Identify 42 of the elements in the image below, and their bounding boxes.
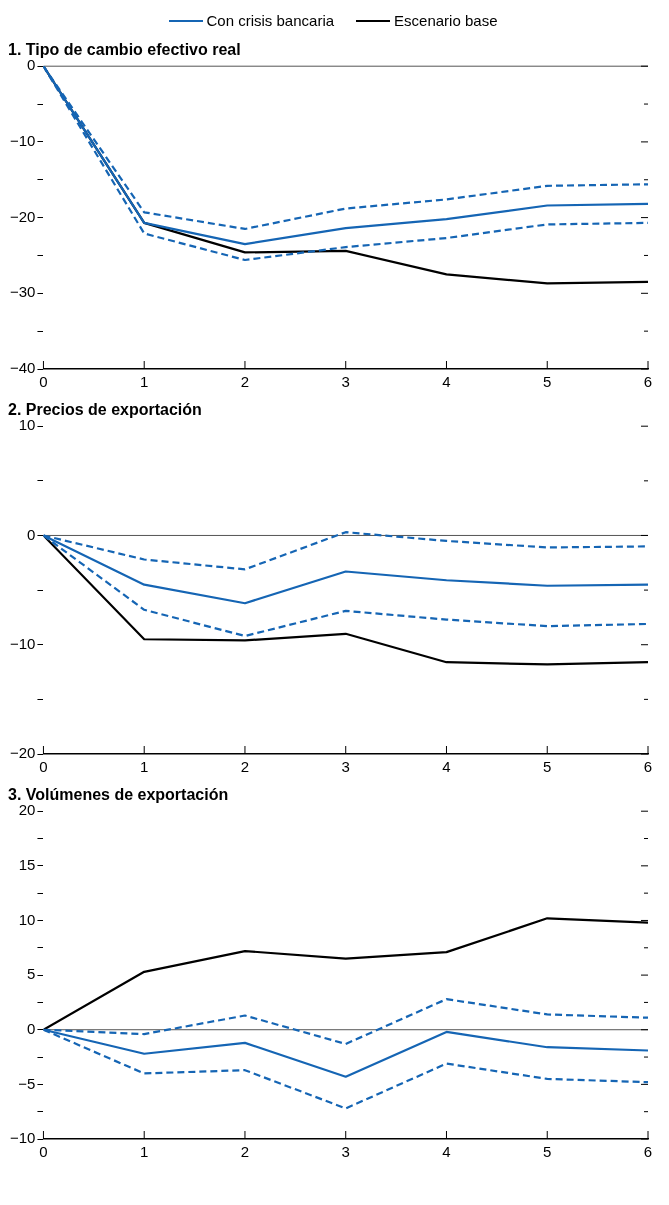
x-tick-label: 6	[643, 1143, 653, 1161]
x-tick-label: 3	[341, 373, 350, 391]
y-tick-label: 20	[18, 801, 36, 819]
x-tick-label: 1	[140, 373, 149, 391]
y-tick-label: 0	[27, 1019, 36, 1037]
y-tick-label: −10	[9, 132, 36, 150]
x-tick-label: 2	[240, 373, 250, 391]
x-tick-label: 5	[543, 758, 552, 776]
x-tick-label: 0	[39, 758, 48, 776]
y-tick-label: −10	[9, 1129, 36, 1147]
legend-label: Escenario base	[394, 12, 498, 29]
x-tick-label: 3	[341, 1143, 350, 1161]
y-tick-label: −20	[9, 744, 36, 762]
x-tick-label: 1	[140, 758, 149, 776]
x-tick-label: 3	[341, 758, 350, 776]
y-tick-label: 10	[18, 416, 36, 434]
y-tick-label: 0	[27, 525, 36, 543]
y-tick-label: −30	[9, 283, 36, 301]
y-tick-label: 0	[27, 56, 36, 74]
chart-title: 1. Tipo de cambio efectivo real	[8, 41, 241, 59]
legend-label: Con crisis bancaria	[206, 12, 335, 29]
x-tick-label: 4	[442, 373, 451, 391]
x-tick-label: 6	[643, 758, 653, 776]
y-tick-label: −5	[18, 1074, 36, 1092]
x-tick-label: 4	[442, 1143, 451, 1161]
x-tick-label: 2	[240, 1143, 250, 1161]
x-tick-label: 2	[240, 758, 250, 776]
y-tick-label: −20	[9, 207, 36, 225]
y-tick-label: 10	[18, 910, 36, 928]
y-tick-label: −10	[9, 634, 36, 652]
x-tick-label: 0	[39, 1143, 48, 1161]
y-tick-label: 15	[18, 855, 36, 873]
x-tick-label: 5	[543, 373, 552, 391]
x-tick-label: 6	[643, 373, 653, 391]
x-tick-label: 4	[442, 758, 451, 776]
chart-title: 3. Volúmenes de exportación	[8, 786, 229, 804]
x-tick-label: 5	[543, 1143, 552, 1161]
y-tick-label: −40	[9, 359, 36, 377]
x-tick-label: 1	[140, 1143, 149, 1161]
y-tick-label: 5	[27, 965, 36, 983]
x-tick-label: 0	[39, 373, 48, 391]
chart-title: 2. Precios de exportación	[8, 401, 202, 419]
